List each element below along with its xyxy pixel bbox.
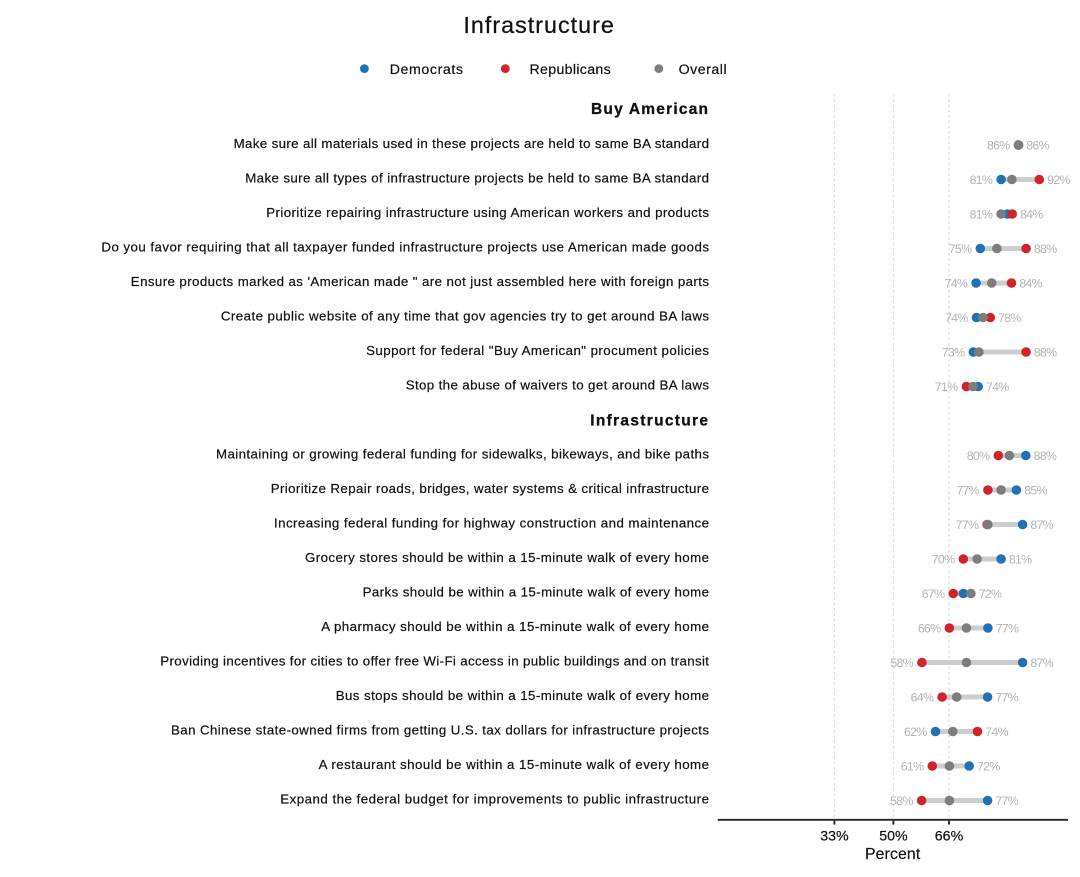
svg-text:67%: 67% [922,587,945,601]
svg-text:58%: 58% [890,794,913,808]
svg-text:Make sure all materials used i: Make sure all materials used in these pr… [234,136,709,151]
svg-text:81%: 81% [970,207,993,221]
svg-text:Prioritize Repair roads, bridg: Prioritize Repair roads, bridges, water … [271,481,709,496]
svg-text:80%: 80% [967,449,990,463]
svg-text:71%: 71% [935,380,958,394]
svg-text:Increasing federal funding for: Increasing federal funding for highway c… [274,516,709,531]
svg-text:77%: 77% [956,518,979,532]
svg-text:A restaurant should be within: A restaurant should be within a 15-minut… [319,757,709,772]
svg-text:77%: 77% [995,690,1018,704]
svg-text:87%: 87% [1030,656,1053,670]
svg-text:81%: 81% [970,173,993,187]
svg-text:72%: 72% [977,759,1000,773]
svg-text:Parks should be within a 15-mi: Parks should be within a 15-minute walk … [363,585,709,600]
svg-text:Support for federal "Buy Ameri: Support for federal "Buy American" procu… [366,343,709,358]
svg-text:Stop the abuse of waivers to g: Stop the abuse of waivers to get around … [406,378,710,393]
svg-text:50%: 50% [879,829,908,845]
svg-text:66%: 66% [918,621,941,635]
svg-text:88%: 88% [1034,242,1057,256]
svg-text:74%: 74% [945,276,968,290]
svg-text:61%: 61% [901,759,924,773]
svg-text:Do you favor requiring that al: Do you favor requiring that all taxpayer… [101,240,709,255]
svg-text:74%: 74% [945,311,968,325]
svg-text:Ban Chinese state-owned firms: Ban Chinese state-owned firms from getti… [171,723,709,738]
svg-text:62%: 62% [904,725,927,739]
svg-text:84%: 84% [1019,276,1042,290]
svg-text:77%: 77% [996,621,1019,635]
svg-text:Prioritize repairing infrastru: Prioritize repairing infrastructure usin… [266,205,709,220]
svg-text:70%: 70% [932,552,955,566]
svg-text:77%: 77% [956,483,979,497]
svg-text:Percent: Percent [865,846,921,863]
svg-text:Infrastructure: Infrastructure [590,412,708,429]
svg-text:Buy American: Buy American [591,101,708,118]
svg-text:58%: 58% [890,656,913,670]
svg-text:A pharmacy should be within a: A pharmacy should be within a 15-minute … [321,619,709,634]
svg-text:84%: 84% [1020,207,1043,221]
svg-text:64%: 64% [911,690,934,704]
svg-text:92%: 92% [1047,173,1070,187]
svg-text:85%: 85% [1024,483,1047,497]
svg-text:33%: 33% [820,829,849,845]
svg-text:88%: 88% [1034,345,1057,359]
svg-text:Overall: Overall [679,62,727,78]
svg-text:Providing incentives for citie: Providing incentives for cities to offer… [160,654,709,669]
svg-text:Expand the federal budget for: Expand the federal budget for improvemen… [280,792,709,807]
svg-text:Republicans: Republicans [530,62,611,78]
svg-text:Ensure products marked as 'Ame: Ensure products marked as 'American made… [131,274,710,289]
svg-text:87%: 87% [1030,518,1053,532]
svg-text:75%: 75% [949,242,972,256]
svg-text:Make sure all types of infrast: Make sure all types of infrastructure pr… [245,171,709,186]
svg-text:86%: 86% [987,138,1010,152]
svg-text:66%: 66% [935,829,964,845]
svg-text:74%: 74% [985,725,1008,739]
svg-text:74%: 74% [986,380,1009,394]
svg-text:Bus stops should be within a 1: Bus stops should be within a 15-minute w… [336,688,709,703]
svg-text:81%: 81% [1009,552,1032,566]
svg-text:88%: 88% [1034,449,1057,463]
svg-text:Democrats: Democrats [390,62,463,78]
svg-text:72%: 72% [979,587,1002,601]
svg-text:Maintaining or growing federal: Maintaining or growing federal funding f… [216,447,709,462]
svg-text:78%: 78% [998,311,1021,325]
svg-text:Create public website of any t: Create public website of any time that g… [221,309,709,324]
svg-text:Infrastructure: Infrastructure [463,12,614,38]
svg-text:77%: 77% [995,794,1018,808]
svg-text:86%: 86% [1026,138,1049,152]
svg-text:Grocery stores should be withi: Grocery stores should be within a 15-min… [305,550,709,565]
svg-text:73%: 73% [942,345,965,359]
